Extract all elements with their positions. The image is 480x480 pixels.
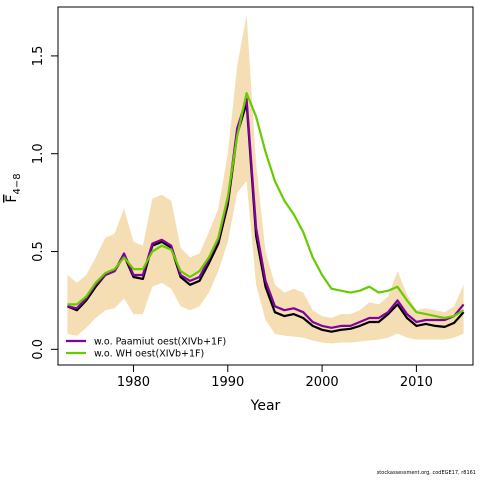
- x-tick-label: 2010: [400, 375, 433, 390]
- legend: w.o. Paamiut oest(XIVb+1F)w.o. WH oest(X…: [66, 337, 226, 360]
- legend-label-wh: w.o. WH oest(XIVb+1F): [94, 349, 204, 360]
- y-tick-label: 0.5: [31, 241, 46, 262]
- y-tick-label: 1.5: [31, 46, 46, 67]
- x-axis-title: Year: [250, 398, 281, 414]
- svg-text:F4−8: F4−8: [4, 173, 23, 202]
- legend-label-paamiut: w.o. Paamiut oest(XIVb+1F): [94, 337, 226, 348]
- confidence-band-layer: [67, 14, 464, 344]
- y-axis-title-main: F: [4, 195, 20, 203]
- footer-credit: stockassessment.org, codEGE17, r8161: [376, 470, 476, 476]
- x-tick-label: 1990: [211, 375, 244, 390]
- y-tick-label: 1.0: [31, 143, 46, 164]
- series-line-base: [66, 101, 465, 333]
- series-line-paamiut: [67, 97, 465, 329]
- series-line-wh: [67, 91, 465, 320]
- y-axis: 0.0 0.5 1.0 1.5: [31, 46, 58, 360]
- series-layer: [66, 91, 465, 333]
- y-tick-label: 0.0: [31, 339, 46, 360]
- plot-frame: [57, 6, 474, 366]
- x-axis: 1980 1990 2000 2010: [117, 365, 433, 390]
- x-tick-label: 1980: [117, 375, 150, 390]
- y-axis-title-subscript: 4−8: [12, 173, 23, 194]
- confidence-band: [67, 14, 464, 344]
- x-tick-label: 2000: [306, 375, 339, 390]
- y-axis-title: F4−8: [4, 173, 23, 202]
